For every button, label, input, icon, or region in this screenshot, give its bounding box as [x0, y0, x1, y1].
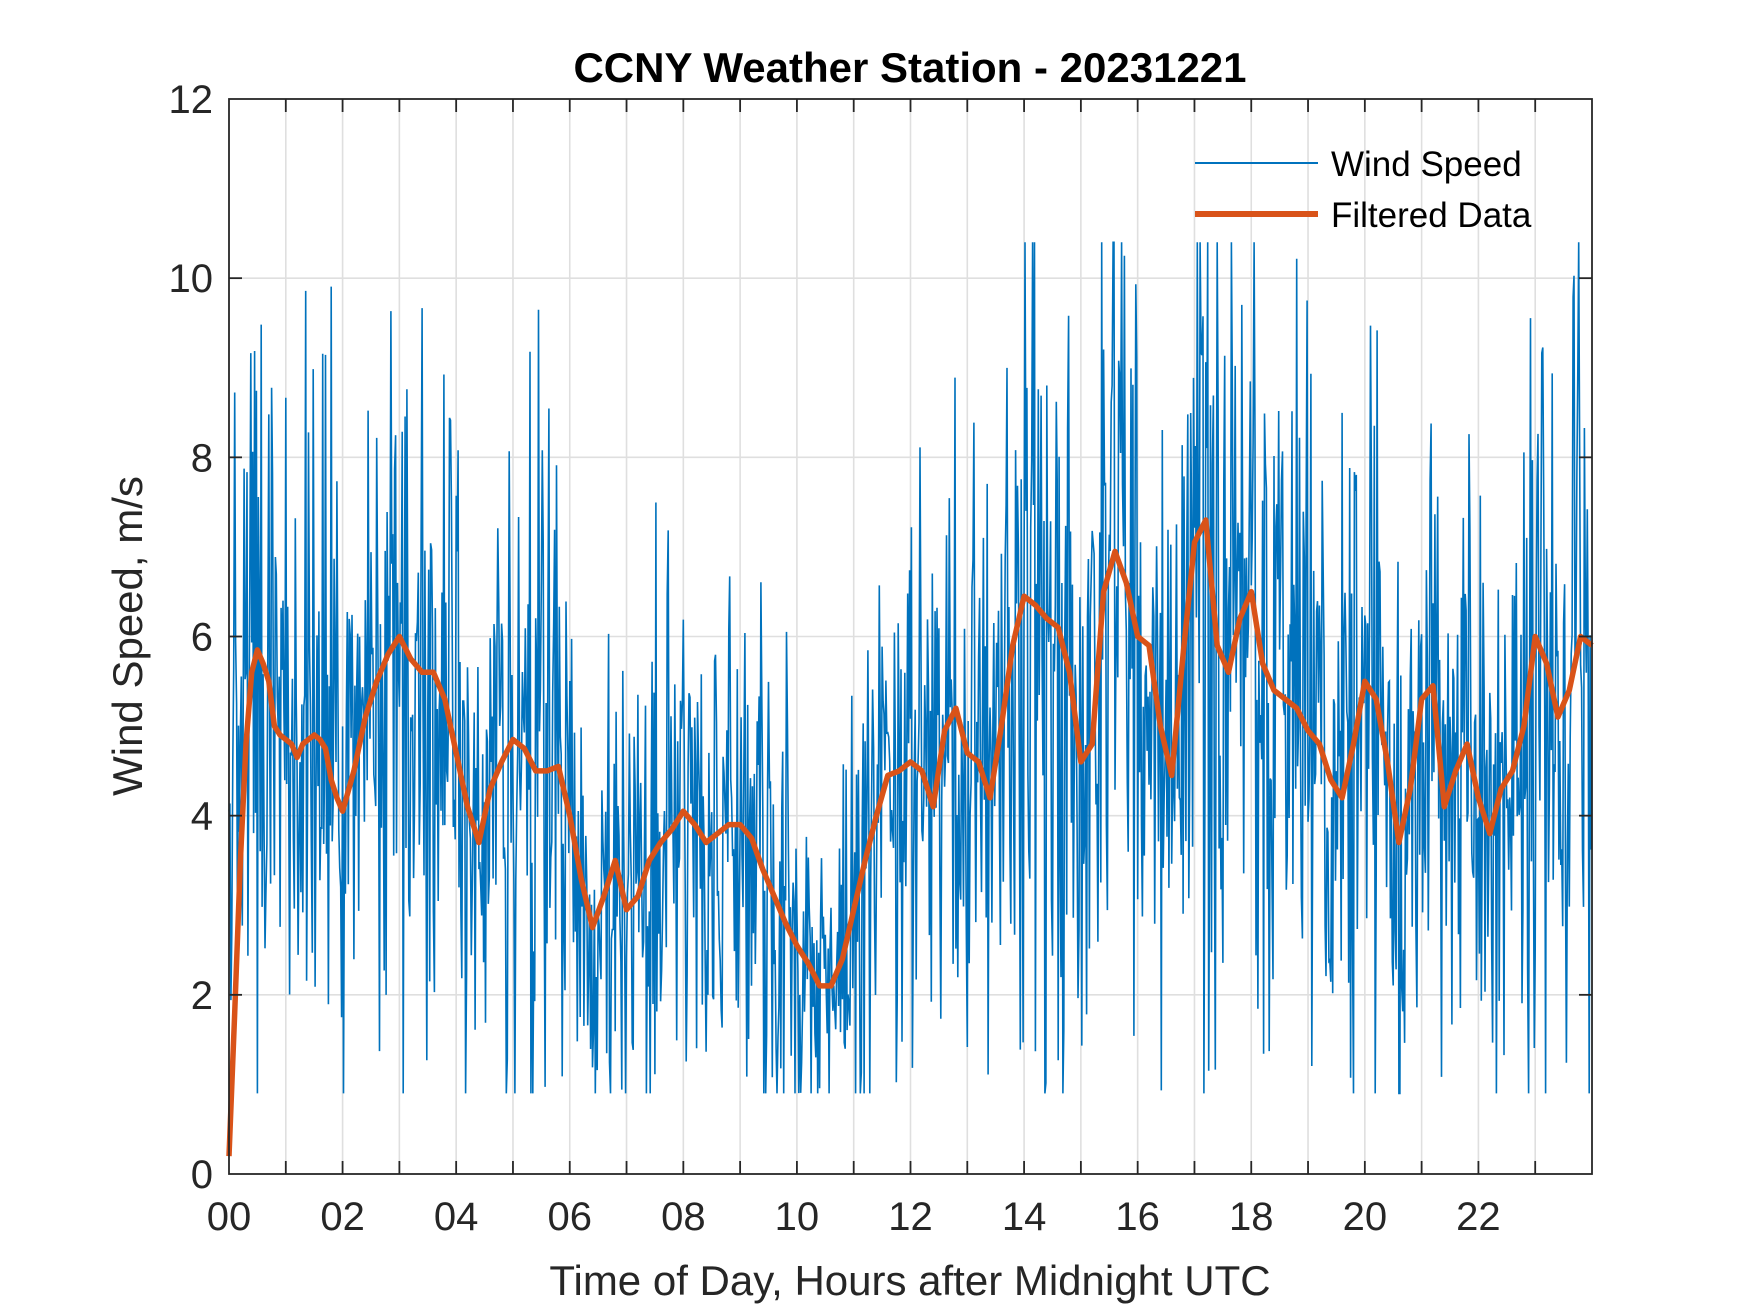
x-tick-label: 02: [320, 1195, 365, 1239]
x-tick-label: 08: [661, 1195, 706, 1239]
series-layer: [226, 241, 1594, 1157]
y-tick-label: 8: [191, 436, 213, 480]
y-tick-label: 2: [191, 974, 213, 1018]
legend-wind-speed-label: Wind Speed: [1331, 145, 1522, 184]
legend: Wind Speed Filtered Data: [1195, 145, 1532, 235]
x-tick-label: 04: [434, 1195, 479, 1239]
x-tick-label: 00: [207, 1195, 252, 1239]
chart-title: CCNY Weather Station - 20231221: [573, 44, 1246, 91]
x-tick-label: 06: [548, 1195, 593, 1239]
y-tick-label: 12: [169, 78, 214, 122]
x-tick-label: 14: [1002, 1195, 1047, 1239]
y-tick-label: 6: [191, 616, 213, 660]
filtered-data-line: [226, 517, 1594, 1157]
y-tick-label: 0: [191, 1153, 213, 1197]
x-tick-label: 12: [888, 1195, 933, 1239]
y-axis-label: Wind Speed, m/s: [104, 476, 151, 796]
legend-filtered-label: Filtered Data: [1331, 196, 1532, 235]
y-tick-label: 4: [191, 795, 213, 839]
x-tick-label: 22: [1456, 1195, 1501, 1239]
x-axis-label: Time of Day, Hours after Midnight UTC: [549, 1257, 1270, 1304]
x-tick-label: 20: [1343, 1195, 1388, 1239]
x-tick-label: 16: [1115, 1195, 1160, 1239]
y-tick-label: 10: [169, 257, 214, 301]
axes-layer: [228, 98, 1593, 1175]
x-tick-label: 10: [775, 1195, 820, 1239]
x-tick-label: 18: [1229, 1195, 1274, 1239]
